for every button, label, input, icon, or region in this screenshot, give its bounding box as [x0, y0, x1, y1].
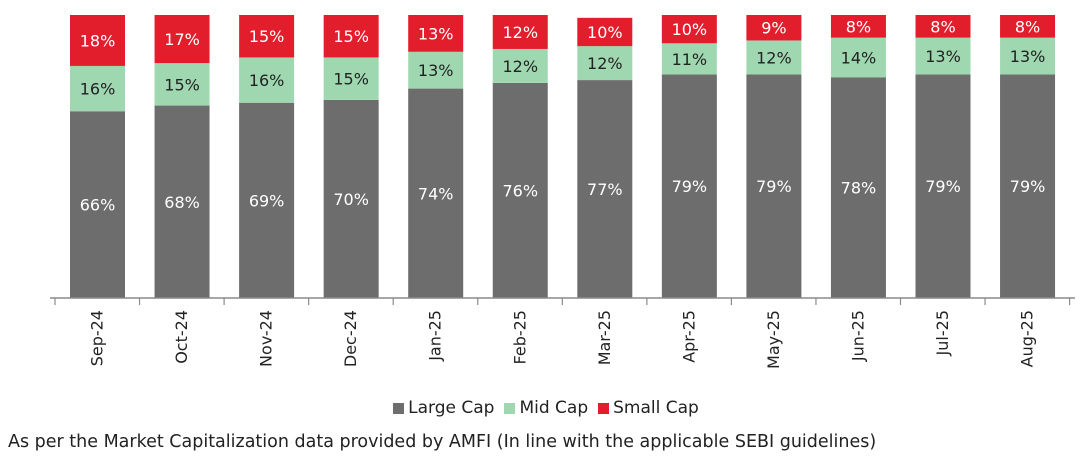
data-label-mid-cap-jul-25: 13% — [925, 47, 961, 66]
bar-small-cap-jun-25 — [830, 15, 886, 38]
stacked-bar-chart: 66% 16% 18% 68% 15% 17% 69% 16% 15% 70% 15% 15% 74% 1… — [50, 15, 1075, 369]
bar-mid-cap-nov-24 — [239, 57, 295, 103]
bar-large-cap-jun-25 — [830, 77, 886, 298]
bar-mid-cap-apr-25 — [661, 43, 717, 75]
x-tick-label-aug-25: Aug-25 — [1018, 310, 1037, 367]
bar-large-cap-feb-25 — [492, 82, 548, 298]
data-label-mid-cap-oct-24: 15% — [164, 75, 200, 94]
x-tick-label-feb-25: Feb-25 — [510, 310, 529, 364]
x-tick-label-apr-25: Apr-25 — [679, 310, 698, 363]
bar-small-cap-jul-25 — [915, 15, 971, 38]
bar-mid-cap-mar-25 — [577, 46, 633, 81]
data-label-large-cap-apr-25: 79% — [672, 177, 708, 196]
bar-large-cap-may-25 — [746, 74, 802, 299]
data-label-mid-cap-nov-24: 16% — [249, 71, 285, 90]
data-label-large-cap-oct-24: 68% — [164, 193, 200, 212]
bar-mid-cap-sep-24 — [70, 65, 125, 112]
bar-small-cap-sep-24 — [70, 15, 125, 66]
x-tick-label-oct-24: Oct-24 — [172, 310, 191, 364]
data-label-large-cap-feb-25: 76% — [502, 181, 538, 200]
bar-mid-cap-feb-25 — [492, 48, 548, 83]
data-label-large-cap-aug-25: 79% — [1010, 177, 1046, 196]
bar-small-cap-feb-25 — [492, 15, 548, 49]
data-label-mid-cap-sep-24: 16% — [80, 80, 116, 99]
x-tick-label-mar-25: Mar-25 — [595, 310, 614, 365]
data-label-large-cap-mar-25: 77% — [587, 180, 623, 199]
x-tick-label-sep-24: Sep-24 — [88, 310, 107, 366]
bar-small-cap-nov-24 — [239, 15, 295, 58]
data-label-large-cap-jan-25: 74% — [418, 184, 454, 203]
legend-label-mid-cap: Mid Cap — [519, 398, 589, 418]
data-label-small-cap-oct-24: 17% — [164, 30, 200, 49]
data-label-mid-cap-may-25: 12% — [756, 48, 792, 67]
bar-large-cap-sep-24 — [70, 111, 125, 298]
bar-large-cap-oct-24 — [154, 105, 210, 298]
data-label-large-cap-may-25: 79% — [756, 177, 792, 196]
data-label-large-cap-jun-25: 78% — [841, 179, 877, 198]
bar-large-cap-nov-24 — [239, 102, 295, 298]
x-tick-label-jul-25: Jul-25 — [933, 310, 952, 356]
data-label-mid-cap-apr-25: 11% — [672, 50, 708, 69]
legend-item-large-cap: Large Cap — [393, 398, 494, 418]
bar-mid-cap-jul-25 — [915, 37, 971, 75]
bar-large-cap-apr-25 — [661, 74, 717, 299]
bar-small-cap-jan-25 — [408, 15, 464, 52]
data-label-large-cap-sep-24: 66% — [80, 196, 116, 215]
legend-swatch-large-cap — [393, 402, 405, 414]
data-label-mid-cap-mar-25: 12% — [587, 54, 623, 73]
x-tick-label-jan-25: Jan-25 — [426, 310, 445, 362]
x-tick-label-may-25: May-25 — [764, 310, 783, 369]
footnote: As per the Market Capitalization data pr… — [8, 432, 877, 452]
bar-small-cap-apr-25 — [661, 15, 717, 44]
x-tick-label-jun-25: Jun-25 — [848, 310, 867, 362]
x-tick-label-dec-24: Dec-24 — [341, 310, 360, 367]
data-label-mid-cap-jun-25: 14% — [841, 48, 877, 67]
bar-mid-cap-dec-24 — [323, 57, 379, 100]
data-label-mid-cap-dec-24: 15% — [333, 70, 369, 89]
data-label-large-cap-dec-24: 70% — [333, 190, 369, 209]
bar-small-cap-mar-25 — [577, 17, 633, 47]
bar-small-cap-oct-24 — [154, 15, 210, 64]
data-label-small-cap-sep-24: 18% — [80, 31, 116, 50]
bar-mid-cap-aug-25 — [1000, 37, 1056, 75]
legend-item-mid-cap: Mid Cap — [504, 398, 588, 418]
legend-label-small-cap: Small Cap — [613, 398, 699, 418]
data-label-small-cap-nov-24: 15% — [249, 27, 285, 46]
data-label-small-cap-mar-25: 10% — [587, 23, 623, 42]
bar-mid-cap-jun-25 — [830, 37, 886, 78]
bar-large-cap-mar-25 — [577, 80, 633, 298]
bar-large-cap-jul-25 — [915, 74, 971, 299]
data-label-small-cap-jul-25: 8% — [930, 17, 955, 36]
bar-small-cap-dec-24 — [323, 15, 379, 58]
bar-small-cap-aug-25 — [1000, 15, 1056, 38]
bar-mid-cap-jan-25 — [408, 51, 464, 89]
bar-mid-cap-oct-24 — [154, 63, 210, 106]
legend-swatch-mid-cap — [504, 402, 516, 414]
bar-large-cap-dec-24 — [323, 99, 379, 299]
bar-large-cap-aug-25 — [1000, 74, 1056, 299]
data-label-large-cap-jul-25: 79% — [925, 177, 961, 196]
data-label-small-cap-dec-24: 15% — [333, 27, 369, 46]
data-label-small-cap-may-25: 9% — [761, 19, 786, 38]
data-label-small-cap-jan-25: 13% — [418, 24, 454, 43]
x-tick-label-nov-24: Nov-24 — [257, 310, 276, 367]
legend-swatch-small-cap — [598, 402, 610, 414]
data-label-small-cap-jun-25: 8% — [846, 17, 871, 36]
bar-small-cap-may-25 — [746, 15, 802, 41]
legend-label-large-cap: Large Cap — [408, 398, 495, 418]
legend-item-small-cap: Small Cap — [598, 398, 699, 418]
data-label-mid-cap-feb-25: 12% — [502, 57, 538, 76]
data-label-small-cap-apr-25: 10% — [672, 20, 708, 39]
bar-mid-cap-may-25 — [746, 40, 802, 75]
data-label-small-cap-feb-25: 12% — [502, 23, 538, 42]
data-label-small-cap-aug-25: 8% — [1015, 17, 1040, 36]
legend: Large Cap Mid Cap Small Cap — [0, 398, 1092, 418]
data-label-large-cap-nov-24: 69% — [249, 191, 285, 210]
data-label-mid-cap-jan-25: 13% — [418, 61, 454, 80]
data-label-mid-cap-aug-25: 13% — [1010, 47, 1046, 66]
bar-large-cap-jan-25 — [408, 88, 464, 298]
